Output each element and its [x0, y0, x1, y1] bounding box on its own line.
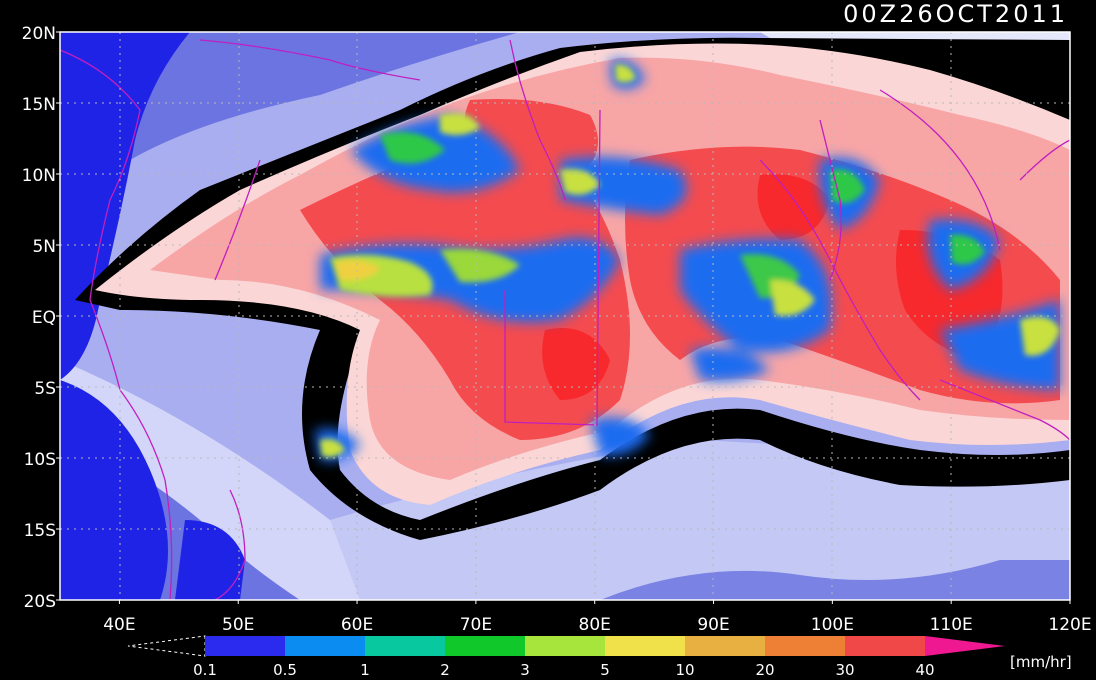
colorbar-low-arrow: [127, 635, 206, 657]
lat-tick-label: 10S: [24, 450, 56, 470]
lat-tick-label: EQ: [32, 308, 56, 328]
colorbar-label: 20: [755, 661, 774, 679]
lon-tick-label: 110E: [930, 615, 973, 635]
colorbar-swatch: [765, 636, 845, 656]
colorbar-label: 40: [915, 661, 934, 679]
latitude-labels: 20N 15N 10N 5N EQ 5S 10S 15S 20S: [22, 24, 60, 612]
colorbar-unit: [mm/hr]: [1010, 653, 1072, 671]
lon-tick-label: 80E: [579, 615, 611, 635]
lon-tick-label: 50E: [222, 615, 254, 635]
map-grid: [60, 32, 1070, 600]
mid-blue-north: [60, 32, 520, 240]
colorbar-label: 1: [360, 661, 370, 679]
colorbar-swatch: [285, 636, 365, 656]
colorbar-label: 0.5: [273, 661, 297, 679]
lat-tick-label: 5N: [32, 237, 56, 257]
lon-tick-label: 120E: [1048, 615, 1091, 635]
lat-tick-label: 5S: [34, 379, 56, 399]
colorbar-label: 0.1: [193, 661, 217, 679]
colorbar-label: 3: [520, 661, 530, 679]
colorbar-label: 5: [600, 661, 610, 679]
colorbar-swatch: [525, 636, 605, 656]
colorbar-swatch: [685, 636, 765, 656]
longitude-labels: 40E 50E 60E 70E 80E 90E 100E 110E 120E: [103, 600, 1092, 635]
colorbar-label: 2: [440, 661, 450, 679]
lon-tick-label: 100E: [811, 615, 854, 635]
lon-tick-label: 90E: [697, 615, 729, 635]
colorbar-swatch: [205, 636, 285, 656]
lat-tick-label: 20N: [22, 24, 56, 44]
pale-blue-south: [60, 360, 1070, 600]
lon-tick-label: 40E: [103, 615, 135, 635]
lat-tick-label: 15N: [22, 95, 56, 115]
lat-tick-label: 20S: [24, 592, 56, 612]
colorbar-label: 10: [675, 661, 694, 679]
colorbar-label: 30: [835, 661, 854, 679]
lat-tick-label: 10N: [22, 166, 56, 186]
colorbar-swatch: [365, 636, 445, 656]
colorbar-swatch: [845, 636, 925, 656]
colorbar: 0.1 0.5 1 2 3 5 10 20 30 40 [mm/hr]: [127, 635, 1072, 679]
heavy-rain-cores: [320, 64, 1060, 458]
colorbar-swatch: [605, 636, 685, 656]
timestamp-title: 00Z26OCT2011: [843, 0, 1068, 28]
lat-tick-label: 15S: [24, 521, 56, 541]
coastlines: [60, 39, 1070, 600]
lon-tick-label: 70E: [460, 615, 492, 635]
lon-tick-label: 60E: [341, 615, 373, 635]
colorbar-swatch: [445, 636, 525, 656]
colorbar-high-arrow: [925, 636, 1005, 656]
precipitation-field: [60, 32, 1070, 600]
